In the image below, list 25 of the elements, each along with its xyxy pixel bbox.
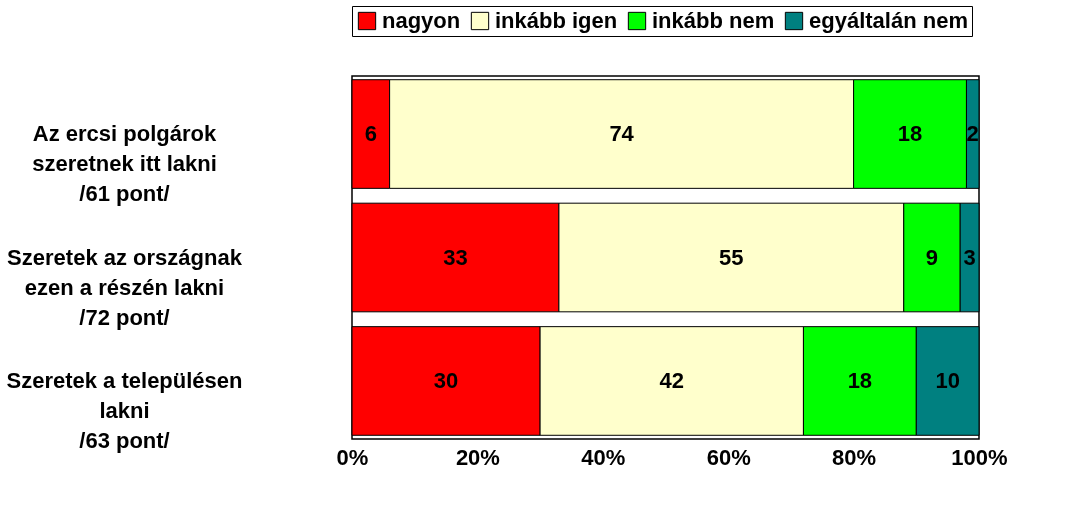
y-tick-label: Szeretek a településen lakni /63 pont/ (6, 367, 243, 453)
x-tick-label: 100% (951, 444, 1008, 470)
data-label: 10 (935, 367, 960, 393)
legend-label: inkább igen (495, 8, 618, 33)
x-tick-label: 20% (455, 444, 500, 470)
x-tick-label: 40% (581, 444, 626, 470)
data-label: 2 (966, 121, 979, 147)
data-label: 18 (897, 121, 923, 147)
data-label: 30 (433, 367, 459, 393)
data-label: 9 (925, 244, 939, 270)
data-label: 6 (364, 121, 377, 147)
y-tick-label: Szeretek az országnak ezen a részén lakni /72 pont/ (7, 244, 243, 330)
data-label: 55 (719, 244, 744, 270)
data-label: 42 (659, 367, 685, 393)
legend-label: nagyon (382, 8, 461, 33)
legend-label: inkább nem (652, 8, 775, 33)
x-tick-label: 60% (706, 444, 751, 470)
y-tick-label: Az ercsi polgárok szeretnek itt lakni /61 pont/ (32, 121, 217, 207)
data-label: 74 (609, 121, 635, 147)
data-label: 3 (963, 244, 976, 270)
x-tick-label: 80% (832, 444, 877, 470)
data-label: 18 (847, 367, 873, 393)
x-tick-label: 0% (336, 444, 369, 470)
data-label: 33 (443, 244, 468, 270)
legend-label: egyáltalán nem (809, 8, 968, 33)
